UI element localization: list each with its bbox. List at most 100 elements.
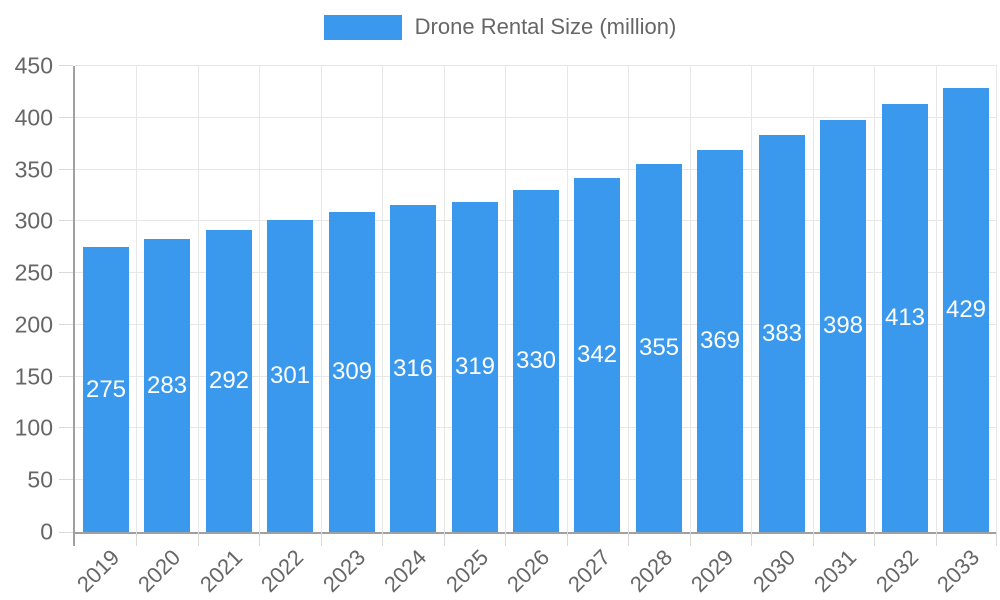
x-axis-tick bbox=[382, 532, 383, 546]
gridline-vertical bbox=[690, 66, 691, 532]
bar-value-label: 355 bbox=[638, 334, 680, 361]
y-axis-tick bbox=[59, 220, 73, 222]
x-axis-label: 2023 bbox=[317, 544, 371, 597]
y-axis-tick bbox=[59, 427, 73, 429]
x-axis-label: 2019 bbox=[71, 544, 125, 597]
y-axis-label: 0 bbox=[40, 518, 53, 545]
x-axis-tick bbox=[259, 532, 260, 546]
x-axis-label: 2030 bbox=[747, 544, 801, 597]
x-axis-tick bbox=[321, 532, 322, 546]
y-axis-tick bbox=[59, 375, 73, 377]
x-axis-tick bbox=[136, 532, 137, 546]
x-axis-labels: 2019 2020 2021 2022 2023 2024 2025 2026 2027 2028… bbox=[71, 534, 995, 600]
gridline-vertical bbox=[259, 66, 260, 532]
bar[interactable]: 398 bbox=[820, 120, 866, 532]
gridline-vertical bbox=[751, 66, 752, 532]
gridline-vertical bbox=[567, 66, 568, 532]
gridline-vertical bbox=[321, 66, 322, 532]
x-axis-tick bbox=[198, 532, 199, 546]
bar-value-label: 283 bbox=[146, 371, 188, 399]
x-axis-tick bbox=[73, 532, 75, 546]
gridline-vertical bbox=[936, 66, 937, 532]
bar-value-label: 319 bbox=[454, 353, 496, 380]
bar[interactable]: 355 bbox=[636, 164, 682, 532]
bar-value-label: 301 bbox=[269, 362, 311, 389]
y-axis-label: 100 bbox=[14, 414, 53, 441]
x-axis-label: 2027 bbox=[562, 544, 616, 597]
x-axis-label: 2021 bbox=[194, 544, 248, 597]
bar[interactable]: 292 bbox=[206, 230, 252, 532]
bar-value-label: 330 bbox=[515, 347, 557, 374]
x-axis-tick bbox=[813, 532, 814, 546]
x-axis-label: 2020 bbox=[132, 544, 186, 597]
x-axis-tick bbox=[505, 532, 506, 546]
x-axis-tick bbox=[996, 532, 997, 546]
bar[interactable]: 309 bbox=[329, 212, 375, 532]
bar[interactable]: 319 bbox=[452, 202, 498, 532]
bar[interactable]: 316 bbox=[390, 205, 436, 532]
y-axis-label: 150 bbox=[14, 363, 53, 390]
y-axis-label: 400 bbox=[14, 104, 53, 131]
gridline-horizontal bbox=[75, 116, 997, 118]
y-axis-tick bbox=[59, 532, 73, 533]
bar[interactable]: 369 bbox=[697, 150, 743, 532]
y-axis-tick bbox=[59, 272, 73, 274]
bar-value-label: 275 bbox=[85, 375, 127, 403]
gridline-vertical bbox=[198, 66, 199, 532]
x-axis-label: 2022 bbox=[255, 544, 309, 597]
bar[interactable]: 275 bbox=[83, 247, 129, 532]
gridline-vertical bbox=[628, 66, 629, 532]
gridline-vertical bbox=[505, 66, 506, 532]
x-axis-tick bbox=[567, 532, 568, 546]
x-axis-tick bbox=[690, 532, 691, 546]
x-axis-label: 2024 bbox=[378, 544, 432, 597]
y-axis-label: 300 bbox=[14, 207, 53, 234]
bar[interactable]: 342 bbox=[574, 178, 620, 532]
legend[interactable]: Drone Rental Size (million) bbox=[0, 14, 1000, 40]
y-axis-tick bbox=[59, 323, 73, 325]
y-axis-label: 350 bbox=[14, 156, 53, 183]
x-axis-tick bbox=[444, 532, 445, 546]
y-axis-tick bbox=[59, 479, 73, 481]
x-axis-label: 2026 bbox=[501, 544, 555, 597]
x-axis-tick bbox=[628, 532, 629, 546]
gridline-vertical bbox=[444, 66, 445, 532]
bar[interactable]: 301 bbox=[267, 220, 313, 532]
x-axis-tick bbox=[874, 532, 875, 546]
bar-value-label: 413 bbox=[884, 304, 926, 331]
bar[interactable]: 429 bbox=[943, 88, 989, 532]
x-axis-tick bbox=[751, 532, 752, 546]
gridline-vertical bbox=[813, 66, 814, 532]
gridline-horizontal bbox=[75, 168, 997, 170]
x-axis-label: 2033 bbox=[931, 544, 985, 597]
bar-value-label: 369 bbox=[699, 327, 741, 354]
y-axis-label: 250 bbox=[14, 259, 53, 286]
legend-swatch bbox=[323, 14, 402, 40]
bar-value-label: 309 bbox=[331, 358, 373, 385]
x-axis-label: 2028 bbox=[624, 544, 678, 597]
bar[interactable]: 330 bbox=[513, 190, 559, 532]
x-axis-label: 2031 bbox=[808, 544, 862, 597]
gridline-vertical bbox=[136, 66, 137, 532]
bar-value-label: 292 bbox=[208, 367, 250, 394]
gridline-vertical bbox=[996, 66, 997, 532]
bar[interactable]: 283 bbox=[144, 239, 190, 532]
gridline-horizontal bbox=[75, 65, 997, 66]
bar-value-label: 398 bbox=[822, 312, 864, 339]
bar[interactable]: 413 bbox=[882, 104, 928, 532]
bar-value-label: 316 bbox=[392, 354, 434, 382]
y-axis-label: 200 bbox=[14, 311, 53, 338]
gridline-vertical bbox=[874, 66, 875, 532]
x-axis-label: 2025 bbox=[440, 544, 494, 597]
y-axis-tick bbox=[59, 168, 73, 170]
x-axis-label: 2029 bbox=[685, 544, 739, 597]
bar-value-label: 383 bbox=[761, 319, 803, 347]
y-axis-tick bbox=[59, 116, 73, 118]
x-axis-tick bbox=[936, 532, 937, 546]
bar[interactable]: 383 bbox=[759, 135, 805, 532]
gridline-vertical bbox=[382, 66, 383, 532]
y-axis-label: 450 bbox=[14, 52, 53, 79]
y-axis-label: 50 bbox=[27, 466, 53, 493]
bar-value-label: 342 bbox=[576, 341, 618, 368]
